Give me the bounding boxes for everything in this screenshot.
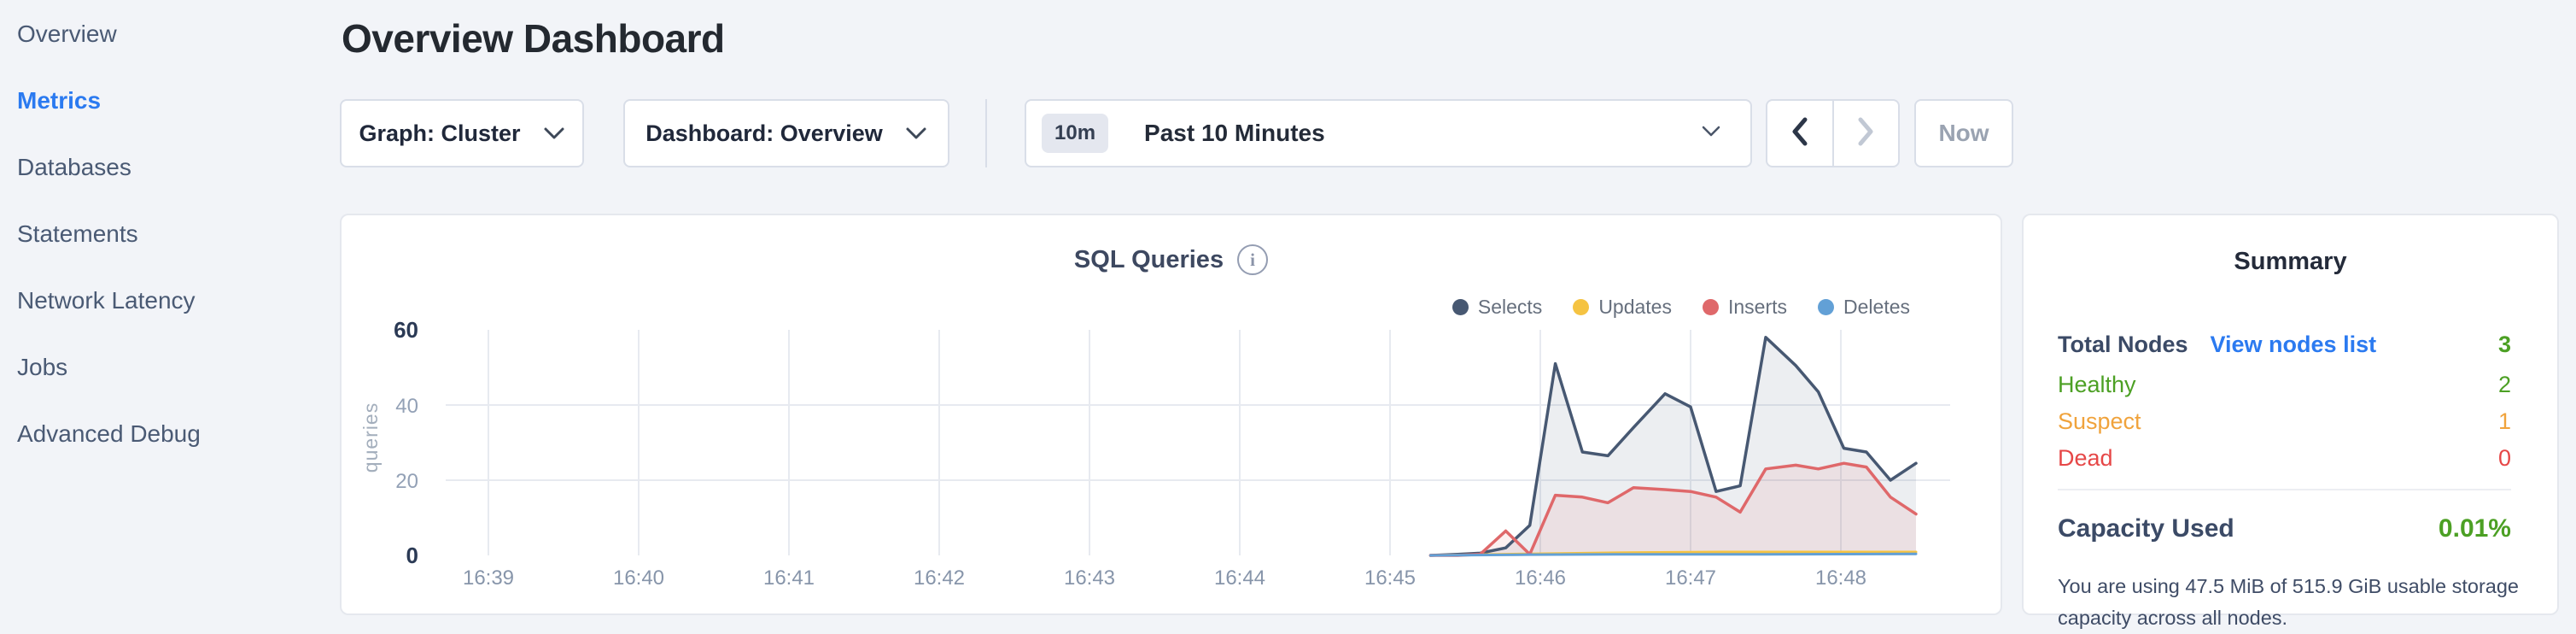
toolbar-divider [985, 99, 987, 167]
selects-dot-icon [1452, 299, 1469, 315]
capacity-used-label: Capacity Used [2058, 514, 2234, 543]
svg-text:16:43: 16:43 [1064, 566, 1115, 590]
graph-dropdown[interactable]: Graph: Cluster [340, 99, 584, 167]
capacity-used-value: 0.01% [2438, 514, 2511, 543]
view-nodes-list-link[interactable]: View nodes list [2210, 331, 2377, 357]
sidebar-item-metrics[interactable]: Metrics [17, 87, 102, 114]
summary-divider [2058, 489, 2511, 490]
healthy-nodes-row: Healthy 2 [2058, 368, 2511, 401]
svg-text:60: 60 [394, 317, 418, 343]
dead-nodes-row: Dead 0 [2058, 442, 2511, 474]
svg-text:0: 0 [406, 543, 418, 568]
chevron-down-icon [1701, 125, 1721, 142]
total-nodes-label: Total Nodes [2058, 331, 2188, 357]
sidebar-item-databases[interactable]: Databases [17, 154, 131, 180]
legend-item-deletes: Deletes [1818, 296, 1910, 319]
svg-text:40: 40 [395, 395, 418, 418]
svg-text:20: 20 [395, 470, 418, 493]
chart-legend: Selects Updates Inserts Deletes [1452, 296, 1910, 319]
svg-text:16:45: 16:45 [1364, 566, 1416, 590]
sidebar: Overview Metrics Databases Statements Ne… [0, 0, 333, 624]
legend-label: Updates [1598, 296, 1672, 318]
svg-text:16:44: 16:44 [1214, 566, 1265, 590]
sidebar-item-network-latency[interactable]: Network Latency [17, 287, 196, 314]
legend-label: Deletes [1843, 296, 1910, 318]
svg-text:16:46: 16:46 [1515, 566, 1566, 590]
deletes-dot-icon [1818, 299, 1835, 315]
page-title: Overview Dashboard [342, 16, 725, 61]
sidebar-item-statements[interactable]: Statements [17, 220, 138, 247]
prev-time-button[interactable] [1767, 101, 1832, 166]
time-range-label: Past 10 Minutes [1144, 120, 1325, 146]
healthy-label: Healthy [2058, 371, 2136, 397]
dashboard-dropdown[interactable]: Dashboard: Overview [623, 99, 949, 167]
next-time-button[interactable] [1834, 101, 1899, 166]
inserts-dot-icon [1702, 299, 1719, 315]
sidebar-item-advanced-debug[interactable]: Advanced Debug [17, 420, 201, 447]
graph-dropdown-label: Graph: Cluster [359, 120, 521, 146]
chevron-down-icon [543, 120, 565, 147]
chevron-right-icon [1856, 116, 1875, 151]
legend-item-inserts: Inserts [1702, 296, 1788, 319]
sql-queries-chart: 16:39 16:40 16:41 16:42 16:43 16:44 16:45 16:46… [359, 317, 1950, 590]
capacity-description: You are using 47.5 MiB of 515.9 GiB usab… [2058, 574, 2519, 629]
chart-title: SQL Queries [1073, 245, 1224, 273]
chevron-down-icon [905, 120, 927, 147]
svg-text:16:40: 16:40 [613, 566, 664, 590]
chevron-left-icon [1790, 116, 1809, 151]
capacity-used-row: Capacity Used 0.01% [2058, 513, 2511, 545]
svg-text:16:39: 16:39 [463, 566, 514, 590]
info-icon[interactable]: i [1237, 244, 1269, 275]
updates-dot-icon [1573, 299, 1590, 315]
segment-divider [1831, 101, 1834, 166]
sql-queries-card: SQL Queries i Selects Updates Inserts De… [340, 214, 2002, 615]
total-nodes-value: 3 [2497, 331, 2511, 357]
sidebar-item-jobs[interactable]: Jobs [17, 354, 68, 380]
svg-text:16:42: 16:42 [914, 566, 965, 590]
time-range-selector[interactable]: 10m Past 10 Minutes [1025, 99, 1752, 167]
time-range-badge: 10m [1042, 114, 1109, 153]
sidebar-item-overview[interactable]: Overview [17, 21, 117, 47]
time-step-controls [1766, 99, 1900, 167]
total-nodes-row: Total Nodes View nodes list 3 [2058, 328, 2511, 361]
svg-text:16:41: 16:41 [763, 566, 815, 590]
healthy-value: 2 [2497, 371, 2511, 397]
dead-value: 0 [2497, 444, 2511, 471]
suspect-nodes-row: Suspect 1 [2058, 405, 2511, 437]
dashboard-dropdown-label: Dashboard: Overview [645, 120, 883, 146]
summary-panel: Summary Total Nodes View nodes list 3 He… [2022, 214, 2559, 629]
svg-text:16:48: 16:48 [1815, 566, 1866, 590]
legend-item-updates: Updates [1573, 296, 1672, 319]
svg-text:16:47: 16:47 [1665, 566, 1716, 590]
dead-label: Dead [2058, 444, 2113, 471]
now-button[interactable]: Now [1914, 99, 2013, 167]
suspect-value: 1 [2497, 408, 2511, 434]
legend-label: Inserts [1727, 296, 1788, 318]
summary-title: Summary [2234, 248, 2347, 275]
svg-text:queries: queries [359, 402, 382, 473]
suspect-label: Suspect [2058, 408, 2141, 434]
legend-item-selects: Selects [1452, 296, 1542, 319]
legend-label: Selects [1477, 296, 1543, 318]
